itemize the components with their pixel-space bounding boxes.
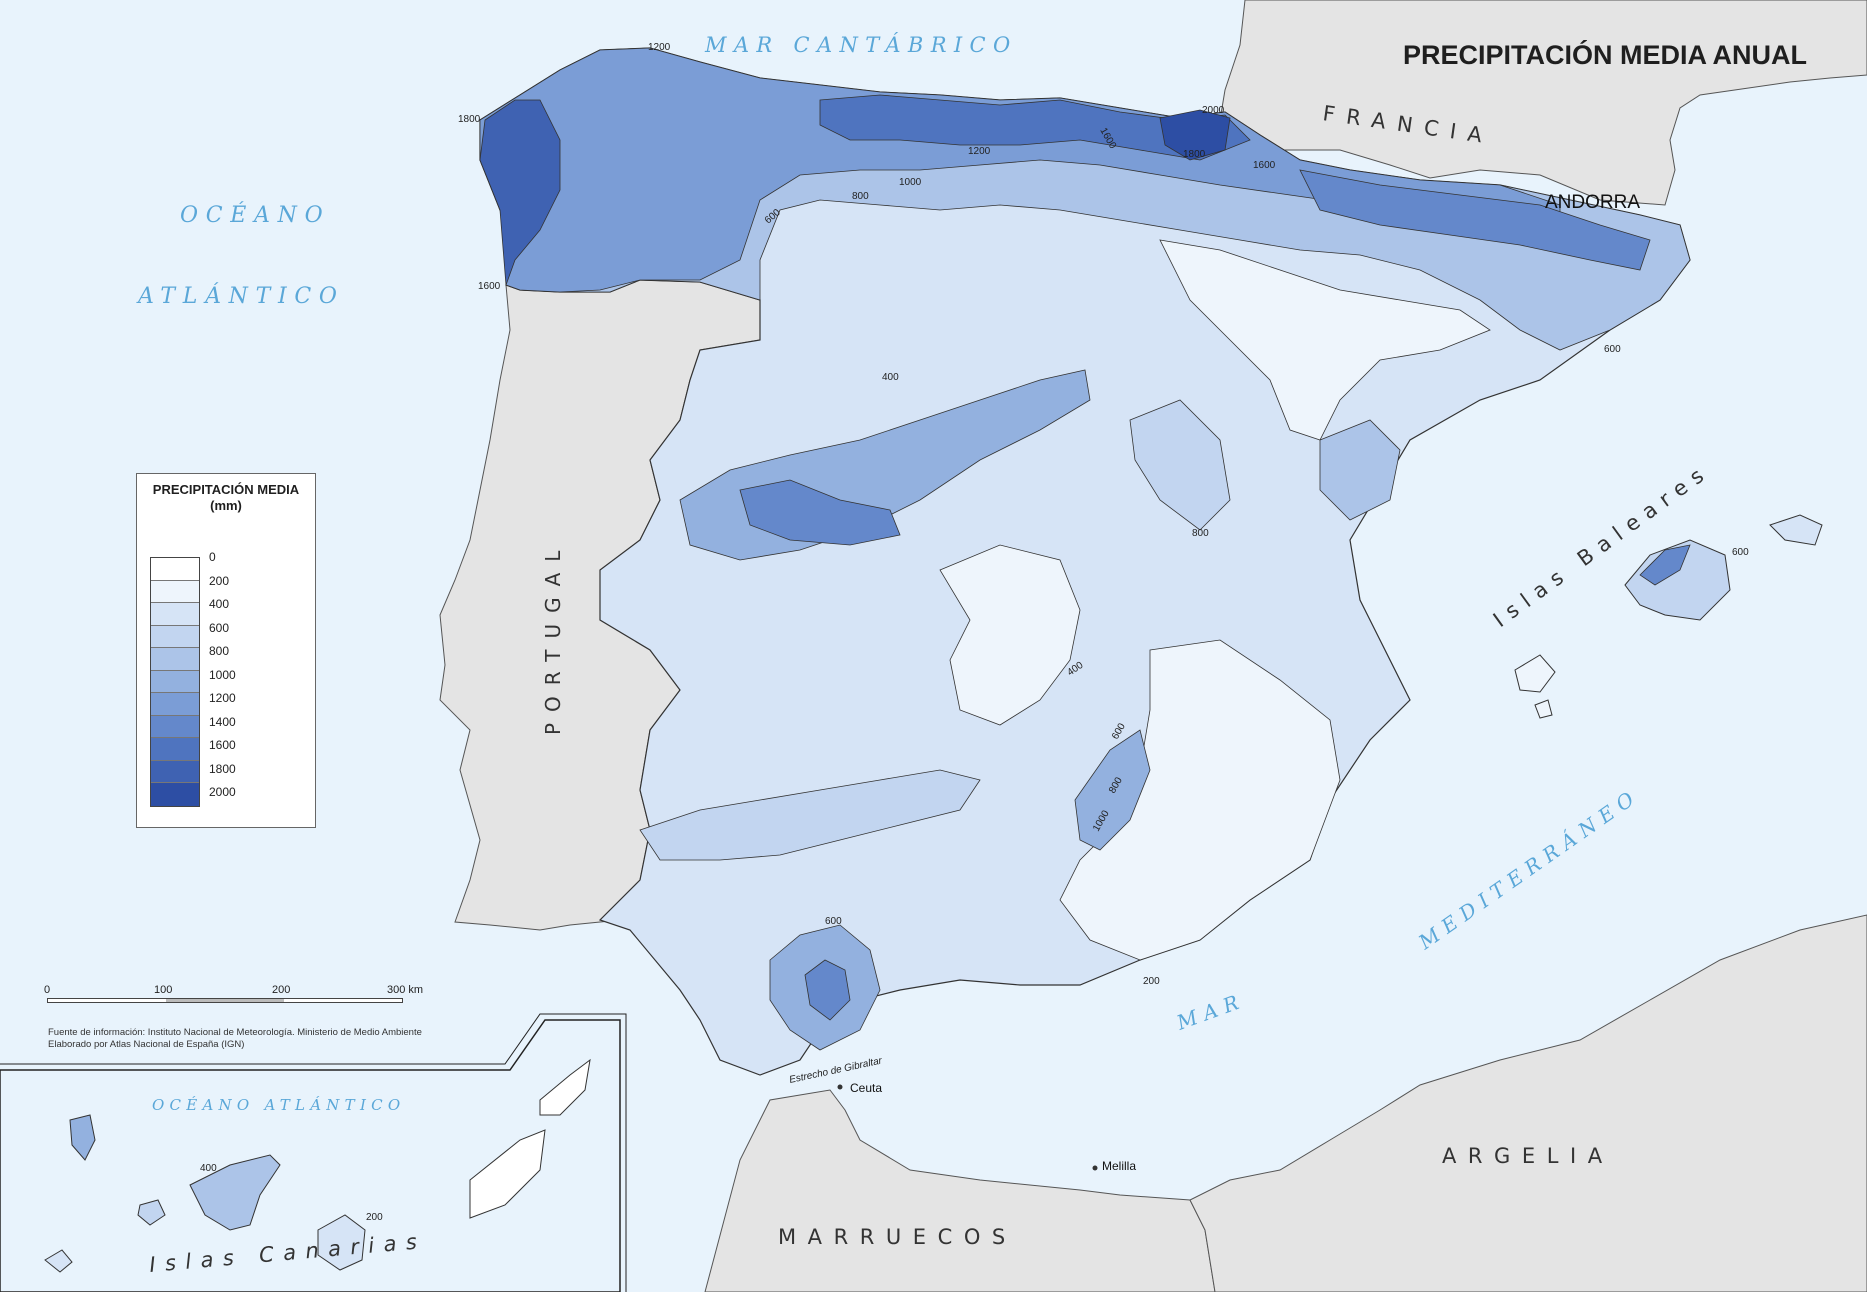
legend-tick: 200 (209, 573, 230, 588)
sea-label-oceano-atlantico-canarias: OCÉANO ATLÁNTICO (152, 1096, 405, 1114)
legend-tick: 1200 (209, 691, 236, 705)
ceuta-marker (837, 1084, 843, 1090)
legend-swatch (151, 648, 199, 671)
isoline-label: 2000 (1202, 105, 1225, 116)
legend-tick: 800 (209, 644, 230, 658)
isoline-label: 1800 (1183, 149, 1206, 160)
canarias-inset-frame-outer (0, 1013, 627, 1292)
legend-swatch (151, 580, 199, 603)
legend-swatch (151, 558, 199, 581)
tenerife-island (189, 1154, 281, 1231)
legend-tick: 0 (209, 550, 216, 564)
isoline-label: 1800 (458, 114, 481, 125)
isoline-label: 400 (200, 1163, 217, 1174)
legend-swatches (150, 557, 200, 807)
legend-tick: 1000 (209, 667, 236, 682)
sea-label-oceano: OCÉANO (180, 201, 330, 228)
legend-swatch (151, 738, 199, 761)
canarias-inset-frame (0, 1019, 621, 1292)
legend-title: PRECIPITACIÓN MEDIA (mm) (137, 482, 315, 514)
precip-zone-pyrenees-1400 (1299, 169, 1651, 271)
isoline-label: 800 (852, 191, 869, 202)
legend-tick: 1800 (209, 761, 236, 776)
country-label-argelia: ARGELIA (1442, 1144, 1614, 1168)
precip-zone-guadalquivir (639, 769, 981, 861)
scale-label: 0 (44, 984, 51, 996)
formentera-island (1534, 699, 1553, 719)
legend-tick: 600 (209, 620, 230, 635)
isoline-label: 1000 (899, 177, 922, 188)
precip-zone-gredos (739, 479, 901, 546)
map-title: PRECIPITACIÓN MEDIA ANUAL (1403, 39, 1807, 70)
legend-unit: (mm) (210, 498, 242, 513)
legend-swatch (151, 693, 199, 716)
lanzarote-island (539, 1058, 591, 1116)
menorca-island (1769, 514, 1823, 546)
scale-bar-graphic (47, 998, 403, 1003)
place-label-melilla: Melilla (1102, 1159, 1136, 1173)
source-line: Elaborado por Atlas Nacional de España (… (48, 1039, 245, 1050)
legend-swatch (151, 625, 199, 648)
la-palma-island (69, 1114, 96, 1161)
legend-swatch (151, 783, 199, 806)
precip-zone-grazalema-core (804, 959, 851, 1021)
gran-canaria-island (317, 1214, 366, 1271)
isoline-label: 200 (1143, 976, 1160, 987)
isoline-label: 1200 (648, 42, 671, 53)
fuerteventura-island (469, 1129, 546, 1219)
sea-label-atlantico: ATLÁNTICO (136, 282, 345, 309)
precip-zone-ebro-dry (1159, 239, 1491, 441)
precip-zone-basque-2000 (1159, 109, 1231, 161)
mallorca-island (1624, 539, 1731, 621)
legend-tick-labels: 0 200 400 600 800 1000 1200 1400 1600 18… (209, 550, 236, 809)
scale-label: 200 (272, 984, 291, 996)
isoline-label: 600 (825, 916, 842, 927)
isoline-label: 600 (1604, 344, 1621, 355)
isoline-label: 1600 (478, 281, 501, 292)
legend-tick: 1400 (209, 714, 236, 729)
legend-swatch (151, 670, 199, 693)
legend-swatch (151, 603, 199, 626)
el-hierro-island (44, 1249, 73, 1273)
legend-title-text: PRECIPITACIÓN MEDIA (152, 482, 300, 497)
isoline-label: 400 (882, 372, 899, 383)
country-label-marruecos: MARRUECOS (778, 1225, 1017, 1249)
precip-zone-cazorla (1074, 729, 1151, 851)
legend-swatch (151, 715, 199, 738)
legend-tick: 1600 (209, 738, 236, 752)
ibiza-island (1514, 654, 1556, 693)
legend-box: PRECIPITACIÓN MEDIA (mm) 0 200 400 600 8… (136, 473, 316, 828)
melilla-marker (1092, 1165, 1098, 1171)
algeria-land (1189, 914, 1867, 1292)
place-label-ceuta: Ceuta (850, 1081, 882, 1095)
precip-zone-galicia-1800 (479, 99, 561, 286)
la-gomera-island (137, 1199, 166, 1226)
isoline-label: 1200 (968, 146, 991, 157)
isoline-label: 200 (366, 1212, 383, 1223)
sea-label-cantabrico: MAR CANTÁBRICO (704, 33, 1018, 57)
isoline-label: 1600 (1253, 160, 1276, 171)
isoline-label: 600 (1732, 547, 1749, 558)
scale-label: 100 (154, 984, 173, 996)
country-label-andorra: ANDORRA (1545, 192, 1640, 213)
source-line: Fuente de información: Instituto Naciona… (48, 1027, 422, 1038)
scale-bar: 0 100 200 300 km (44, 984, 444, 1014)
precip-zone-levante (1319, 419, 1401, 521)
precip-zone-iberian (1129, 399, 1231, 531)
precip-zone-mancha-dry (939, 544, 1081, 726)
scale-label: 300 km (387, 984, 424, 996)
legend-swatch (151, 760, 199, 783)
legend-tick: 400 (209, 597, 230, 611)
legend-tick: 2000 (209, 785, 236, 799)
country-label-portugal: PORTUGAL (541, 540, 565, 735)
source-note: Fuente de información: Instituto Naciona… (48, 1027, 422, 1051)
isoline-label: 800 (1192, 528, 1209, 539)
mallorca-mountains (1639, 544, 1691, 586)
